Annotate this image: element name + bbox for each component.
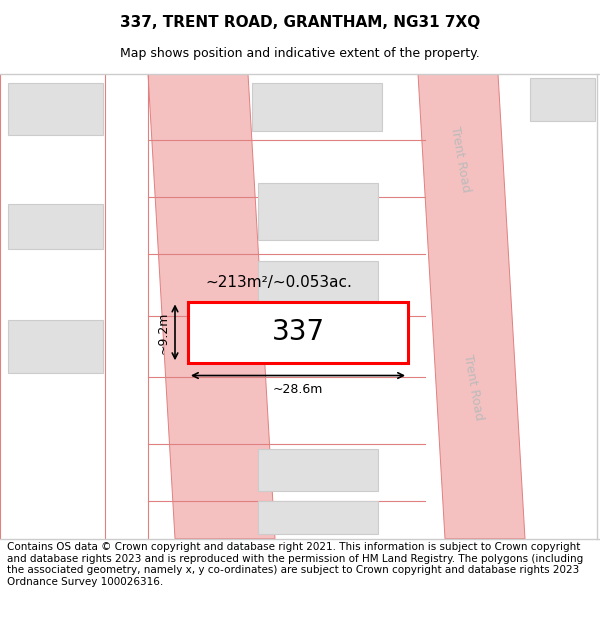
Bar	[8, 321, 103, 372]
Bar	[258, 449, 378, 491]
Polygon shape	[148, 74, 275, 539]
Bar	[252, 83, 382, 131]
Bar	[8, 204, 103, 249]
Bar	[258, 501, 378, 534]
Bar	[188, 301, 408, 363]
Text: ~213m²/~0.053ac.: ~213m²/~0.053ac.	[205, 275, 352, 290]
Text: ~28.6m: ~28.6m	[273, 383, 323, 396]
Bar	[530, 79, 595, 121]
Text: Contains OS data © Crown copyright and database right 2021. This information is : Contains OS data © Crown copyright and d…	[7, 542, 583, 587]
Text: Map shows position and indicative extent of the property.: Map shows position and indicative extent…	[120, 47, 480, 59]
Text: ~9.2m: ~9.2m	[157, 311, 170, 354]
Text: Trent Road: Trent Road	[448, 125, 472, 193]
Text: 337, TRENT ROAD, GRANTHAM, NG31 7XQ: 337, TRENT ROAD, GRANTHAM, NG31 7XQ	[120, 14, 480, 29]
Polygon shape	[418, 74, 525, 539]
Text: Trent Road: Trent Road	[461, 353, 485, 421]
Text: 337: 337	[271, 318, 325, 346]
Bar	[8, 83, 103, 136]
Bar	[258, 183, 378, 240]
Bar	[258, 261, 378, 306]
